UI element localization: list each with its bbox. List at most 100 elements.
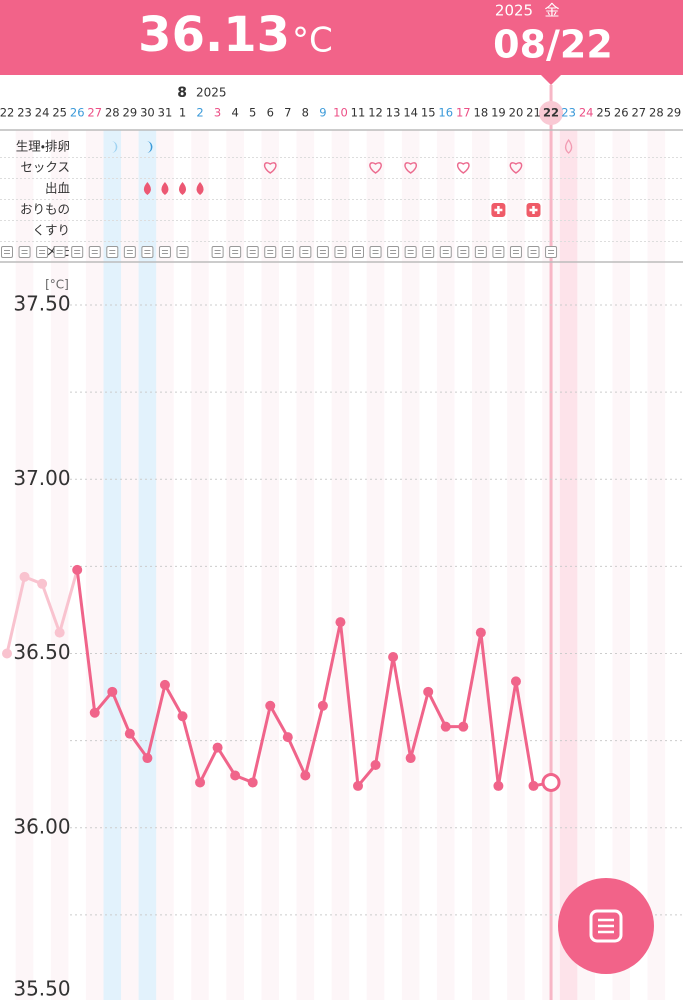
bleeding-icon — [179, 182, 186, 195]
column-stripe — [85, 130, 104, 1000]
heart-icon — [509, 162, 523, 174]
memo-icon — [18, 246, 31, 258]
memo-lines — [319, 250, 326, 254]
heart-icon — [404, 162, 417, 174]
day-label: 8 — [302, 106, 309, 120]
memo-icon — [53, 246, 66, 258]
temperature-point — [19, 571, 30, 582]
memo-lines — [232, 250, 239, 254]
memo-lines — [302, 250, 309, 254]
heart-icon — [263, 162, 277, 174]
day-label: 2 — [196, 106, 203, 120]
temperature-point — [265, 700, 276, 711]
temperature-point — [107, 686, 118, 697]
memo-icon — [141, 246, 154, 258]
bleeding-icon — [196, 182, 204, 195]
day-label: 14 — [403, 106, 418, 120]
y-tick-label: 36.00 — [13, 814, 70, 838]
memo-lines — [284, 250, 291, 254]
memo-lines — [21, 250, 28, 254]
y-tick-label: 36.50 — [13, 640, 70, 664]
day-label: 26 — [614, 106, 629, 120]
temperature-point — [510, 676, 521, 687]
memo-lines — [442, 250, 449, 254]
memo-icon — [545, 246, 558, 258]
column-stripe — [50, 130, 69, 1000]
memo-icon — [299, 246, 312, 258]
column-stripe — [366, 130, 385, 1000]
day-label: 30 — [140, 106, 155, 120]
day-label: 6 — [267, 106, 274, 120]
temperature-point — [458, 721, 469, 732]
memo-lines — [390, 250, 397, 254]
day-label: 15 — [421, 106, 436, 120]
temperature-point — [37, 578, 48, 589]
row-label: くすり — [32, 223, 70, 238]
today-marker — [539, 101, 564, 125]
memo-icon — [36, 246, 49, 258]
temperature-point — [247, 777, 258, 788]
memo-icon — [457, 246, 470, 258]
day-label: 20 — [509, 106, 524, 120]
y-tick-label: 35.50 — [13, 977, 70, 1000]
memo-icon — [422, 246, 435, 258]
menu-button[interactable] — [558, 878, 654, 974]
memo-icon — [158, 246, 171, 258]
chart-layer: 22 23 24 25 26 27 28 29 30 31 1 2 3 4 5 6 7 8 9 10 11 12 13 14 1… — [0, 106, 683, 1000]
memo-lines — [74, 250, 81, 254]
temperature-point — [388, 651, 399, 662]
memo-lines — [179, 250, 186, 254]
memo-lines — [477, 250, 484, 254]
date-pointer — [541, 75, 561, 85]
memo-icon — [404, 246, 417, 258]
memo-icon — [229, 246, 242, 258]
column-stripe — [156, 130, 174, 1000]
column-stripe — [647, 130, 666, 1000]
memo-lines — [214, 250, 221, 254]
day-label: 29 — [667, 106, 682, 120]
temperature-point — [124, 728, 135, 739]
memo-icon — [88, 246, 101, 258]
memo-lines — [56, 250, 63, 254]
temperature-point — [177, 711, 188, 722]
day-label: 23 — [17, 106, 32, 120]
memo-icon — [369, 246, 382, 258]
y-tick-label: 37.00 — [13, 466, 70, 490]
temperature-point — [493, 780, 504, 791]
day-label: 24 — [35, 106, 50, 120]
memo-icon — [509, 246, 522, 258]
bleeding-icon — [161, 182, 169, 195]
memo-lines — [249, 250, 256, 254]
temperature-point — [528, 780, 539, 791]
row-label: セックス — [20, 160, 70, 175]
column-stripe — [15, 130, 34, 1000]
temperature-point — [423, 686, 434, 697]
temperature-point — [405, 753, 416, 764]
memo-icon — [352, 246, 364, 258]
memo-lines — [355, 250, 361, 254]
day-label: 18 — [474, 106, 489, 120]
temperature-point — [195, 777, 206, 788]
memo-lines — [337, 250, 344, 254]
temperature-point — [317, 700, 328, 711]
day-label: 29 — [123, 106, 138, 120]
day-label: 4 — [231, 106, 238, 120]
day-label: 17 — [456, 106, 471, 120]
memo-lines — [530, 250, 537, 254]
memo-lines — [126, 250, 133, 254]
temperature-point — [300, 770, 311, 781]
day-label: 28 — [649, 106, 664, 120]
column-stripe — [612, 130, 630, 1000]
temperature-unit: °C — [292, 21, 333, 61]
column-stripe — [472, 130, 490, 1000]
predicted-column — [559, 130, 578, 1000]
column-stripe — [331, 130, 350, 1000]
column-stripe — [507, 130, 525, 1000]
temperature-point — [370, 760, 381, 771]
memo-icon — [474, 246, 487, 258]
day-label: 25 — [52, 106, 67, 120]
memo-icon — [492, 246, 505, 258]
memo-lines — [39, 250, 46, 254]
temperature-point — [89, 707, 100, 718]
